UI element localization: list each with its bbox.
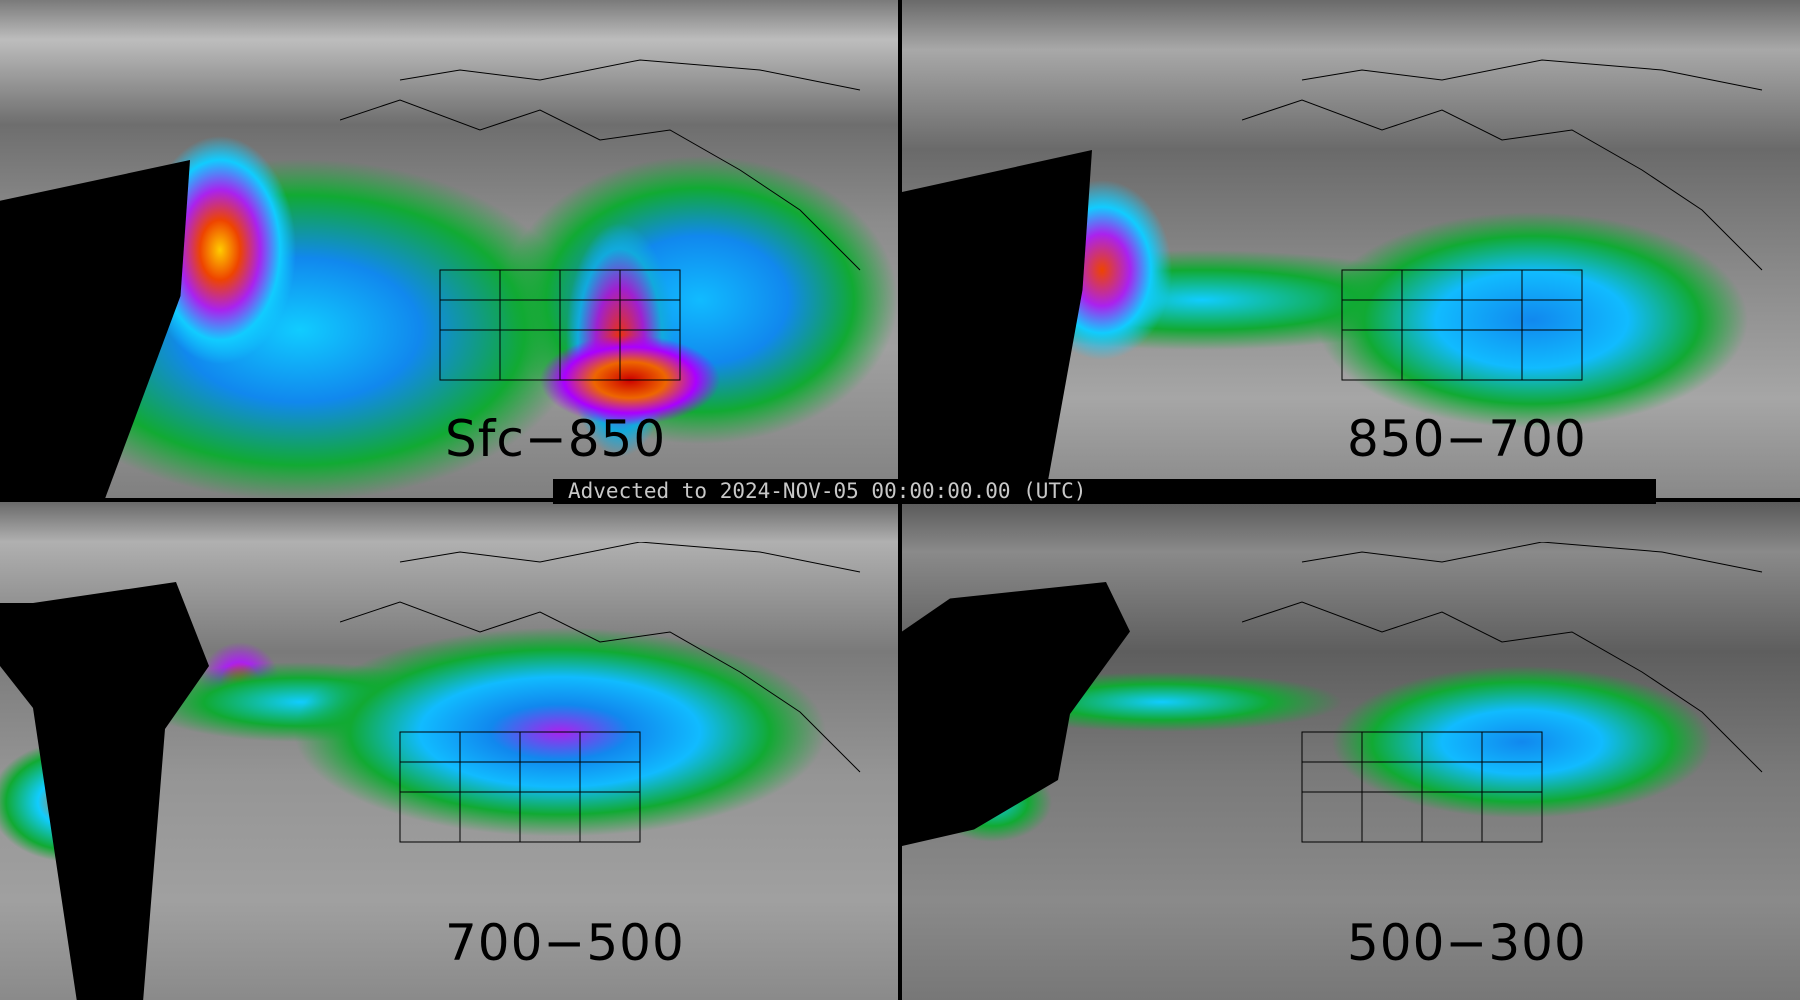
panel-sfc-850: Sfc−850 bbox=[0, 0, 898, 498]
political-boundaries bbox=[1242, 59, 1763, 381]
layer-label: 850−700 bbox=[1347, 410, 1587, 468]
layer-label: 500−300 bbox=[1347, 914, 1587, 972]
layer-label: 700−500 bbox=[445, 914, 685, 972]
advection-time-banner: Advected to 2024-NOV-05 00:00:00.00 (UTC… bbox=[553, 479, 1656, 504]
panel-500-300: 500−300 bbox=[902, 502, 1800, 1000]
panel-700-500: 700−500 bbox=[0, 502, 898, 1000]
layer-label: Sfc−850 bbox=[445, 410, 667, 468]
political-boundaries bbox=[1242, 542, 1763, 843]
panel-850-700: 850−700 bbox=[902, 0, 1800, 498]
political-boundaries bbox=[340, 59, 861, 381]
political-boundaries bbox=[340, 542, 861, 843]
